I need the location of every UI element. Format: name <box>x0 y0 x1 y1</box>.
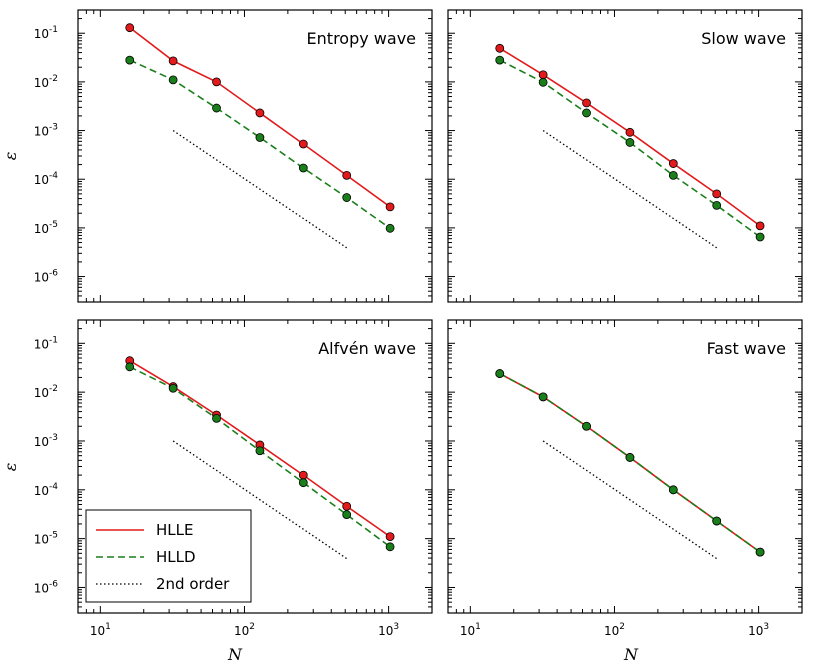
data-point-hlle <box>212 77 221 87</box>
plot-frame <box>77 9 433 303</box>
data-point-hlld <box>212 413 221 423</box>
x-axis-label-left: N <box>227 645 243 664</box>
data-point-hlld <box>125 362 135 372</box>
data-point-hlld <box>495 369 505 378</box>
y-tick-label: 10-3 <box>34 433 58 449</box>
data-point-hlld <box>125 55 135 65</box>
data-point-hlld <box>755 547 765 557</box>
y-tick-label: 10-2 <box>34 384 58 400</box>
x-tick-label: 103 <box>748 622 769 638</box>
axis-ticks <box>77 10 433 303</box>
data-point-hlle <box>125 23 135 33</box>
data-point-hlld <box>168 75 178 85</box>
series-line-hlld <box>129 59 391 229</box>
legend: HLLE HLLD 2nd order <box>85 509 252 603</box>
data-point-hlle <box>255 108 265 118</box>
panel-fast-wave: 101 102 103 Fast wave <box>447 319 803 638</box>
data-point-hlld <box>712 516 722 526</box>
y-tick-label: 10-4 <box>34 482 59 498</box>
data-point-hlld <box>168 383 178 393</box>
y-tick-label: 10-2 <box>34 74 58 90</box>
data-point-hlle <box>385 532 395 542</box>
y-tick-label: 10-4 <box>34 171 59 187</box>
x-tick-label: 101 <box>90 622 111 638</box>
panel-slow-wave: Slow wave <box>447 9 803 303</box>
data-point-hlld <box>385 223 395 233</box>
data-point-hlle <box>582 98 591 108</box>
data-point-hlld <box>582 421 591 431</box>
x-tick-label: 101 <box>460 622 481 638</box>
reference-line-2nd-order <box>542 440 718 560</box>
reference-line-2nd-order <box>172 130 348 249</box>
data-point-hlld <box>755 232 765 242</box>
data-point-hlld <box>298 478 308 488</box>
x-tick-label: 103 <box>378 622 399 638</box>
panel-title: Slow wave <box>701 29 786 48</box>
data-point-hlld <box>342 193 352 202</box>
series-line-hlld <box>499 59 761 238</box>
x-tick-label: 102 <box>234 622 255 638</box>
data-point-hlld <box>538 77 548 87</box>
y-axis-label-top: ε <box>1 152 20 161</box>
data-point-hlld <box>582 108 591 118</box>
panel-alfv-n-wave: 10-6 10-5 10-4 10-3 10-2 10-1 101 102 103 Alfvén … <box>34 319 433 638</box>
reference-line-2nd-order <box>172 440 348 560</box>
data-point-hlld <box>385 542 395 552</box>
y-tick-label: 10-1 <box>34 335 58 351</box>
data-point-hlld <box>298 163 308 173</box>
data-point-hlle <box>755 221 765 231</box>
series-line-hlld <box>499 372 761 553</box>
legend-label: HLLD <box>156 548 196 566</box>
data-point-hlld <box>342 510 352 520</box>
data-point-hlle <box>342 170 352 180</box>
data-point-hlle <box>625 127 635 137</box>
legend-label: HLLE <box>156 521 193 539</box>
data-point-hlle <box>298 139 308 149</box>
data-point-hlld <box>625 453 635 462</box>
legend-label: 2nd order <box>156 575 230 593</box>
axis-ticks <box>447 320 803 614</box>
data-point-hlld <box>495 55 505 65</box>
plot-frame <box>447 319 803 614</box>
plot-frame <box>77 319 433 614</box>
panel-title: Entropy wave <box>307 29 416 48</box>
x-tick-label: 102 <box>604 622 625 638</box>
panel-title: Fast wave <box>707 339 786 358</box>
data-point-hlld <box>712 200 722 210</box>
x-axis-label-right: N <box>623 645 639 664</box>
data-point-hlld <box>212 103 221 113</box>
data-point-hlld <box>625 138 635 147</box>
data-point-hlld <box>668 485 678 495</box>
y-tick-label: 10-1 <box>34 25 58 41</box>
axis-ticks <box>447 10 803 303</box>
panel-entropy-wave: 10-6 10-5 10-4 10-3 10-2 10-1 Entropy wave <box>34 9 433 303</box>
data-point-hlle <box>342 501 352 511</box>
y-tick-label: 10-5 <box>34 531 58 547</box>
reference-line-2nd-order <box>542 130 718 249</box>
data-point-hlle <box>712 189 722 199</box>
y-axis-label-bottom: ε <box>1 463 20 472</box>
series-line-hlle <box>499 372 761 553</box>
panel-title: Alfvén wave <box>318 339 416 358</box>
y-tick-label: 10-3 <box>34 123 58 139</box>
y-tick-label: 10-5 <box>34 220 58 236</box>
data-point-hlle <box>385 202 395 212</box>
y-tick-label: 10-6 <box>34 269 59 285</box>
data-point-hlle <box>298 470 308 480</box>
data-point-hlld <box>538 392 548 402</box>
data-point-hlld <box>255 133 265 142</box>
data-point-hlld <box>255 446 265 456</box>
y-tick-label: 10-6 <box>34 579 59 595</box>
data-point-hlle <box>495 43 505 53</box>
legend-box <box>85 509 252 603</box>
data-point-hlle <box>668 159 678 168</box>
data-point-hlle <box>538 70 548 80</box>
data-point-hlle <box>168 56 178 66</box>
plot-frame <box>447 9 803 303</box>
data-point-hlld <box>668 170 678 180</box>
